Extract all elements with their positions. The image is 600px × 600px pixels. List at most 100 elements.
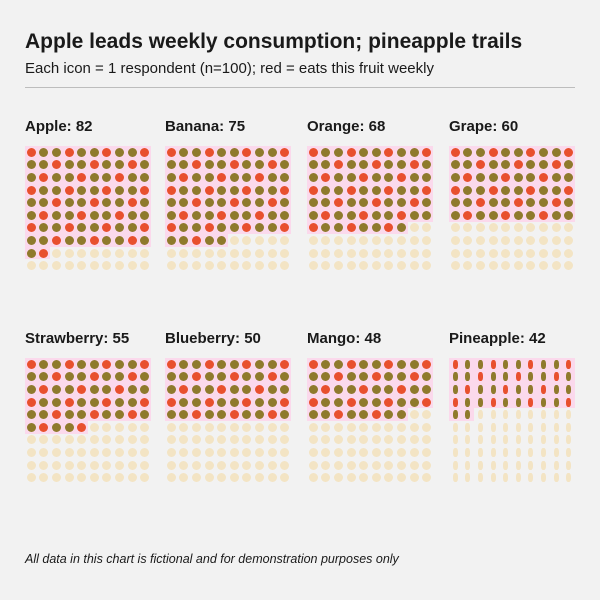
apple-icon bbox=[138, 247, 151, 260]
mango-icon bbox=[345, 471, 358, 484]
orange-icon bbox=[344, 183, 358, 197]
banana-icon bbox=[265, 221, 279, 235]
blueberry-icon bbox=[240, 395, 254, 409]
blueberry-icon bbox=[241, 434, 254, 447]
banana-icon bbox=[177, 196, 191, 209]
apple-icon bbox=[138, 221, 151, 235]
pineapple-icon bbox=[549, 383, 563, 396]
orange-icon bbox=[420, 146, 433, 159]
orange-icon bbox=[357, 158, 370, 172]
orange-icon bbox=[420, 183, 433, 197]
grape-icon bbox=[474, 158, 487, 172]
panel-apple: Apple: 82 bbox=[25, 118, 160, 272]
strawberry-icon bbox=[138, 434, 151, 447]
pineapple-icon bbox=[461, 408, 475, 421]
orange-icon bbox=[345, 259, 358, 272]
pineapple-icon bbox=[461, 370, 475, 384]
strawberry-icon bbox=[138, 459, 151, 472]
blueberry-icon bbox=[266, 434, 279, 447]
grape-icon bbox=[524, 183, 538, 197]
pineapple-icon bbox=[512, 446, 525, 459]
strawberry-icon bbox=[100, 358, 114, 371]
banana-icon bbox=[253, 221, 266, 235]
orange-icon bbox=[395, 209, 408, 222]
blueberry-icon bbox=[165, 459, 178, 472]
banana-icon bbox=[253, 183, 266, 197]
strawberry-icon bbox=[62, 358, 76, 371]
grape-icon bbox=[549, 158, 563, 172]
pineapple-icon bbox=[487, 434, 500, 447]
orange-icon bbox=[357, 221, 370, 235]
mango-icon bbox=[370, 370, 383, 384]
pineapple-icon bbox=[512, 421, 525, 434]
blueberry-icon bbox=[165, 421, 178, 434]
mango-icon bbox=[408, 459, 421, 472]
grape-icon bbox=[562, 209, 575, 222]
strawberry-icon bbox=[100, 395, 114, 409]
pineapple-icon bbox=[499, 370, 512, 384]
strawberry-icon bbox=[88, 370, 101, 384]
pineapple-icon bbox=[525, 434, 538, 447]
apple-icon bbox=[100, 209, 114, 222]
banana-icon bbox=[165, 158, 178, 172]
blueberry-icon bbox=[203, 446, 216, 459]
banana-icon bbox=[215, 183, 228, 197]
strawberry-icon bbox=[75, 383, 88, 396]
pineapple-icon bbox=[525, 421, 538, 434]
mango-icon bbox=[357, 370, 370, 384]
strawberry-icon bbox=[63, 434, 76, 447]
orange-icon bbox=[395, 259, 408, 272]
grape-icon bbox=[474, 209, 487, 222]
grape-icon bbox=[562, 183, 575, 197]
orange-icon bbox=[420, 158, 433, 172]
icon-grid bbox=[165, 358, 291, 484]
grape-icon bbox=[474, 234, 487, 247]
apple-icon bbox=[113, 171, 126, 184]
mango-icon bbox=[370, 471, 383, 484]
apple-icon bbox=[75, 209, 88, 222]
orange-icon bbox=[357, 146, 370, 159]
banana-icon bbox=[241, 234, 254, 247]
strawberry-icon bbox=[37, 421, 51, 434]
strawberry-icon bbox=[75, 446, 88, 459]
pineapple-icon bbox=[499, 434, 512, 447]
icon-grid bbox=[165, 146, 291, 272]
orange-icon bbox=[319, 183, 333, 197]
pineapple-icon bbox=[562, 408, 575, 421]
apple-icon bbox=[25, 234, 38, 247]
grape-icon bbox=[525, 247, 538, 260]
apple-icon bbox=[138, 171, 151, 184]
grape-icon bbox=[562, 196, 575, 209]
strawberry-icon bbox=[88, 358, 101, 371]
grape-icon bbox=[550, 234, 563, 247]
panel-strawberry: Strawberry: 55 bbox=[25, 330, 160, 484]
mango-icon bbox=[370, 446, 383, 459]
apple-icon bbox=[138, 158, 151, 172]
panel-label: Apple: 82 bbox=[25, 118, 93, 135]
grape-icon bbox=[474, 183, 487, 197]
blueberry-icon bbox=[177, 395, 191, 409]
grape-icon bbox=[550, 247, 563, 260]
grape-icon bbox=[524, 171, 538, 184]
blueberry-icon bbox=[190, 459, 203, 472]
blueberry-icon bbox=[241, 471, 254, 484]
pineapple-icon bbox=[474, 408, 487, 421]
pineapple-icon bbox=[525, 471, 538, 484]
blueberry-icon bbox=[228, 421, 241, 434]
mango-icon bbox=[382, 358, 396, 371]
banana-icon bbox=[202, 171, 216, 184]
banana-icon bbox=[190, 196, 203, 209]
pineapple-icon bbox=[487, 471, 500, 484]
grape-icon bbox=[549, 146, 563, 159]
grape-icon bbox=[499, 222, 512, 235]
blueberry-icon bbox=[278, 446, 291, 459]
blueberry-icon bbox=[202, 383, 216, 396]
pineapple-icon bbox=[562, 370, 575, 384]
apple-icon bbox=[25, 246, 38, 260]
orange-icon bbox=[395, 196, 408, 209]
apple-icon bbox=[75, 247, 88, 260]
grape-icon bbox=[562, 158, 575, 172]
mango-icon bbox=[395, 395, 408, 409]
banana-icon bbox=[165, 259, 178, 272]
banana-icon bbox=[240, 221, 254, 235]
